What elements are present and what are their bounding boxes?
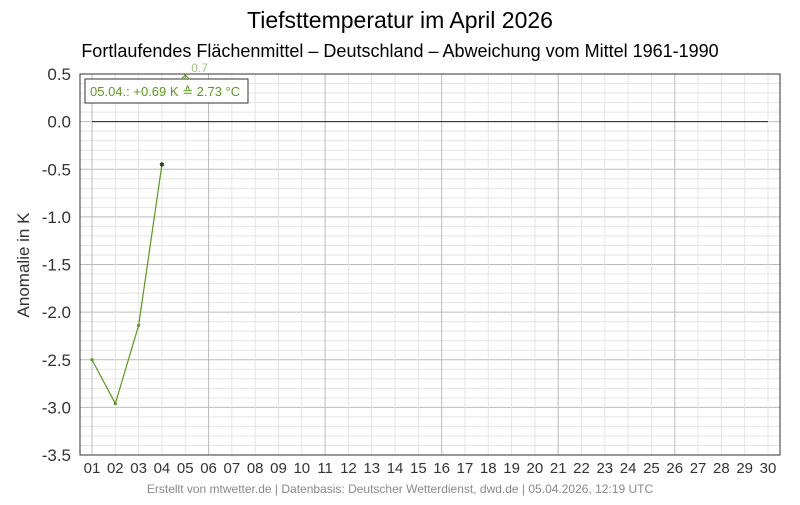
x-tick-label: 28 bbox=[713, 460, 730, 477]
x-tick-label: 14 bbox=[387, 460, 404, 477]
x-tick-label: 20 bbox=[527, 460, 544, 477]
x-tick-label: 08 bbox=[247, 460, 264, 477]
x-tick-label: 15 bbox=[410, 460, 427, 477]
x-tick-label: 13 bbox=[363, 460, 380, 477]
x-tick-label: 09 bbox=[270, 460, 287, 477]
x-tick-label: 12 bbox=[340, 460, 357, 477]
series-line bbox=[91, 164, 163, 406]
y-tick-label: 0.5 bbox=[47, 65, 71, 84]
x-axis: 01 02 03 04 05 06 07 08 09 10 11 12 13 14 15 16 17 18 19 20… bbox=[84, 460, 777, 477]
data-point bbox=[113, 401, 117, 406]
x-tick-label: 03 bbox=[130, 460, 147, 477]
y-tick-label: -3.5 bbox=[42, 446, 71, 465]
y-tick-label: -0.5 bbox=[42, 160, 71, 179]
x-tick-label: 05 bbox=[177, 460, 194, 477]
offscale-marker: 0.7 bbox=[180, 61, 208, 80]
grid bbox=[80, 73, 780, 456]
y-tick-label: -1.5 bbox=[42, 256, 71, 275]
data-point bbox=[90, 358, 94, 362]
x-tick-label: 24 bbox=[620, 460, 637, 477]
x-tick-label: 22 bbox=[573, 460, 590, 477]
x-tick-label: 29 bbox=[736, 460, 753, 477]
y-tick-label: -1.0 bbox=[42, 208, 71, 227]
x-tick-label: 21 bbox=[550, 460, 567, 477]
offscale-label: 0.7 bbox=[191, 61, 208, 75]
data-point bbox=[159, 162, 165, 167]
x-tick-label: 07 bbox=[224, 460, 241, 477]
y-tick-label: -2.5 bbox=[42, 351, 71, 370]
x-tick-label: 30 bbox=[760, 460, 777, 477]
x-tick-label: 02 bbox=[107, 460, 124, 477]
data-point bbox=[137, 323, 141, 328]
x-tick-label: 04 bbox=[154, 460, 171, 477]
x-tick-label: 27 bbox=[690, 460, 707, 477]
offscale-arrow-icon bbox=[180, 74, 190, 80]
x-tick-label: 16 bbox=[433, 460, 450, 477]
annotation-text: 05.04.: +0.69 K ≙ 2.73 °C bbox=[90, 84, 240, 99]
x-tick-label: 26 bbox=[666, 460, 683, 477]
plot-border bbox=[79, 73, 781, 456]
x-tick-label: 01 bbox=[84, 460, 101, 477]
x-tick-label: 06 bbox=[200, 460, 217, 477]
footer: Erstellt von mtwetter.de | Datenbasis: D… bbox=[147, 482, 654, 496]
x-tick-label: 18 bbox=[480, 460, 497, 477]
chart-title: Tiefsttemperatur im April 2026 bbox=[247, 7, 553, 33]
annotation-box: 05.04.: +0.69 K ≙ 2.73 °C bbox=[84, 78, 249, 104]
chart-subtitle: Fortlaufendes Flächenmittel – Deutschlan… bbox=[81, 41, 718, 61]
x-tick-label: 10 bbox=[293, 460, 310, 477]
y-axis: 0.5 0.0 -0.5 -1.0 -1.5 -2.0 -2.5 -3.0 -3.5 bbox=[42, 65, 71, 465]
y-tick-label: 0.0 bbox=[47, 113, 71, 132]
x-tick-label: 17 bbox=[457, 460, 474, 477]
x-tick-label: 23 bbox=[596, 460, 613, 477]
y-axis-label: Anomalie in K bbox=[14, 212, 33, 318]
x-tick-label: 19 bbox=[503, 460, 520, 477]
series bbox=[90, 162, 165, 406]
x-tick-label: 11 bbox=[317, 460, 333, 477]
y-tick-label: -2.0 bbox=[42, 303, 71, 322]
x-tick-label: 25 bbox=[643, 460, 660, 477]
y-tick-label: -3.0 bbox=[42, 398, 71, 417]
